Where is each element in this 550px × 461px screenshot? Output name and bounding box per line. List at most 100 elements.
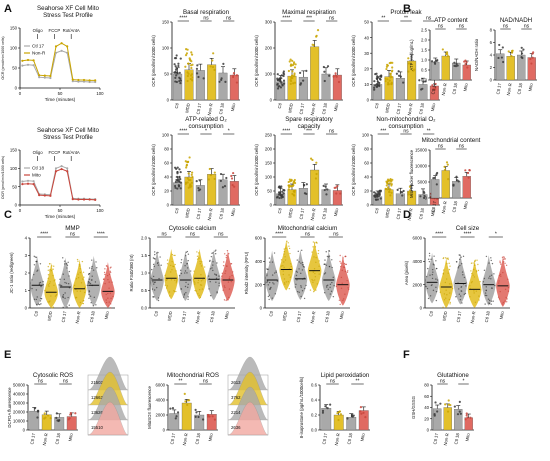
y-tick-label-cytocalcium: 1.0 xyxy=(141,271,148,276)
x-tick-label-mitocalcium: Mito xyxy=(339,310,345,319)
data-point-maximal xyxy=(334,72,337,75)
data-point-mmp xyxy=(109,292,112,295)
data-point-proton xyxy=(433,88,437,91)
x-tick-label-cytocalcium: Ctl 18 xyxy=(209,310,216,323)
sig-label-nonmito: *** xyxy=(380,129,386,135)
data-point-mmp xyxy=(102,278,105,281)
data-point-cytocalcium xyxy=(199,296,202,299)
data-point-cytocalcium xyxy=(207,275,210,277)
bar-atplinked xyxy=(195,185,205,206)
data-point-basal xyxy=(178,79,181,83)
y-axis-label-mmp: JC-1 ratio (red/green) xyxy=(9,252,14,294)
data-point-cellsize xyxy=(436,267,438,270)
data-point-cytocalcium xyxy=(209,294,212,297)
data-point-proton xyxy=(375,83,378,86)
data-point-mitocontent xyxy=(435,183,438,186)
data-point-cellsize xyxy=(472,274,474,276)
data-point-mmp xyxy=(52,274,54,277)
data-point-maximal xyxy=(293,66,297,69)
x-tick-label-atplinked: Ctl 18 xyxy=(218,207,225,220)
data-point-cytocalcium xyxy=(155,286,158,289)
data-point-cytocalcium xyxy=(198,257,200,259)
data-point-cellsize xyxy=(474,301,477,304)
data-point-mitocalcium xyxy=(283,248,285,250)
data-point-mmp xyxy=(59,284,62,286)
data-point-cytocalcium xyxy=(194,282,196,284)
y-axis-label-cytocalcium: Ratio F340/380 (nt) xyxy=(129,254,134,292)
data-point-mmp xyxy=(79,301,82,304)
chart-title-atplinked: ATP-related O₂ consumption xyxy=(185,116,227,130)
data-point-cellsize xyxy=(428,258,430,261)
x-tick-label-mitoros: Ctl 18 xyxy=(194,432,201,445)
data-point-mmp xyxy=(82,302,84,305)
data-point-mitocalcium xyxy=(312,281,314,284)
data-point-basal xyxy=(195,67,199,70)
data-point-cytocalcium xyxy=(152,296,154,298)
data-point-mitocalcium xyxy=(312,279,314,282)
data-point-nonmito xyxy=(390,180,393,183)
sig-label-nonmito: ns xyxy=(403,129,409,135)
data-point-gsh xyxy=(465,414,468,417)
y-tick-label-spare: 150 xyxy=(265,161,273,166)
data-point-proton xyxy=(384,80,387,83)
chart-title-lipid: Lipid peroxidation xyxy=(321,372,370,379)
data-point-mmp xyxy=(51,265,53,267)
data-point-mmp xyxy=(54,295,57,297)
data-point-atplinked xyxy=(231,184,234,187)
data-point-cellsize xyxy=(492,300,494,302)
y-axis-label-nadnadh: NAD/NADH ratio xyxy=(474,38,479,71)
x-tick-label-cytocalcium: MDD xyxy=(167,311,174,322)
x-tick-label-mmp: Ctl 18 xyxy=(89,310,96,323)
injection-label-A2: FCCP xyxy=(49,150,61,155)
data-point-mitocalcium xyxy=(314,272,316,275)
violin-cellsize xyxy=(439,257,454,308)
data-point-mitoros xyxy=(174,417,177,420)
data-point-mitocalcium xyxy=(345,263,347,266)
data-point-mitocalcium xyxy=(344,293,346,295)
data-point-mitocalcium xyxy=(280,265,283,267)
sig-label-basal: ns xyxy=(203,16,209,22)
data-point-mitocalcium xyxy=(296,279,298,281)
legend-label-A2: Ctl 18 xyxy=(32,166,44,171)
panel-letter-D: D xyxy=(403,209,411,221)
data-point-mitocalcium xyxy=(269,288,271,290)
data-point-mitocalcium xyxy=(328,250,331,252)
data-point-cellsize xyxy=(503,258,505,261)
data-point-spare xyxy=(303,184,306,187)
data-point-atpcontent xyxy=(430,60,434,63)
data-point-lipid xyxy=(329,403,332,406)
data-point-mitocalcium xyxy=(347,288,350,291)
data-point-basal xyxy=(189,74,193,77)
data-point-cytocalcium xyxy=(192,279,195,281)
data-point-cellsize xyxy=(465,285,467,287)
data-point-basal xyxy=(179,57,182,60)
data-point-mitocalcium xyxy=(317,249,320,252)
data-point-maximal xyxy=(337,80,341,84)
data-point-cytocalcium xyxy=(228,277,230,280)
data-point-mmp xyxy=(35,256,38,259)
data-point-cellsize xyxy=(484,294,487,297)
series-point-A1 xyxy=(54,45,58,48)
data-point-mitocalcium xyxy=(330,290,333,293)
data-point-cytocalcium xyxy=(171,268,173,271)
data-point-mmp xyxy=(79,271,82,274)
data-point-mitocalcium xyxy=(340,287,343,289)
data-point-nonmito xyxy=(422,196,426,199)
data-point-cytocalcium xyxy=(180,259,183,261)
data-point-cellsize xyxy=(493,273,495,275)
data-point-spare xyxy=(334,186,337,189)
data-point-mmp xyxy=(78,263,81,266)
data-point-nadnadh xyxy=(522,48,525,51)
data-point-maximal xyxy=(282,79,286,82)
data-point-nonmito xyxy=(401,194,404,197)
data-point-gsh xyxy=(458,400,461,404)
y-tick-label-mitoros: 2000 xyxy=(155,413,165,418)
chart-histo1: 21502 12662 13626 15510 xyxy=(87,356,129,436)
data-point-mmp xyxy=(40,298,43,300)
data-point-maximal xyxy=(289,58,292,61)
data-point-mitocalcium xyxy=(267,284,269,286)
x-tick-label-nadnadh: Non-R xyxy=(506,83,513,96)
y-tick-label-nonmito: 20 xyxy=(364,189,369,194)
y-tick-label-nonmito: 80 xyxy=(364,147,369,152)
data-point-cytocalcium xyxy=(170,279,173,281)
